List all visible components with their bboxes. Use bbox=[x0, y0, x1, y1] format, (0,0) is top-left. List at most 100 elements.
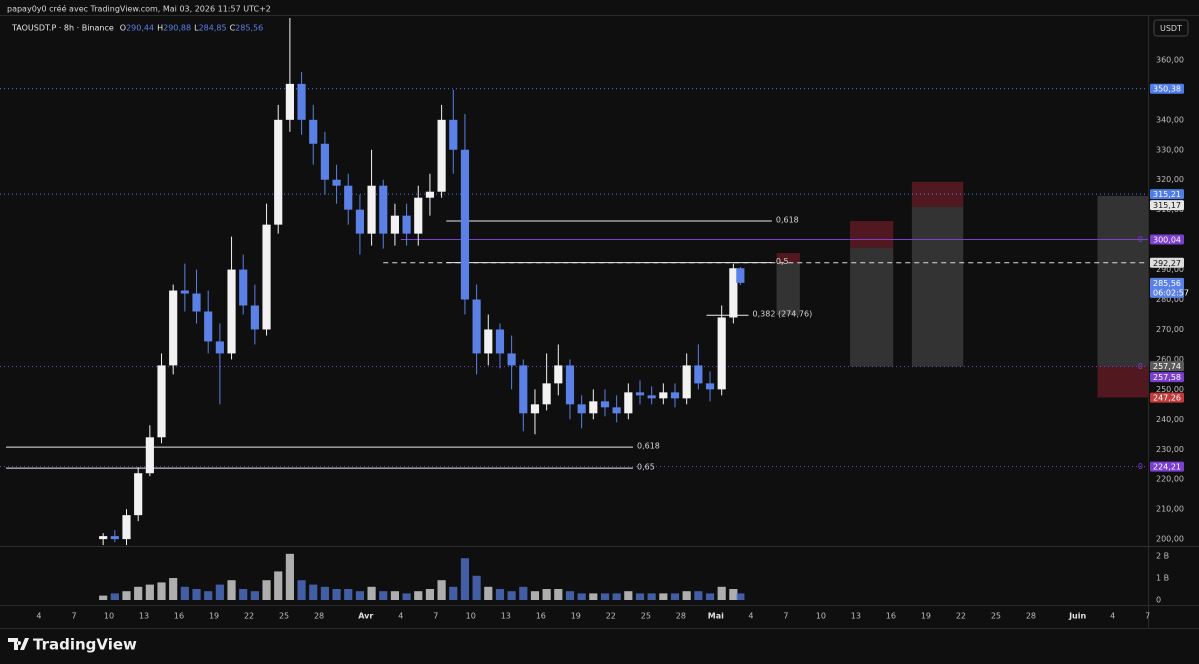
brand-name: TradingView bbox=[33, 636, 137, 654]
candle-body bbox=[694, 365, 703, 384]
volume-bar bbox=[612, 593, 621, 600]
x-tick-label: Avr bbox=[358, 612, 373, 621]
candle-body bbox=[169, 290, 178, 366]
y-tick-label: 340,00 bbox=[1156, 115, 1184, 124]
candle-body bbox=[589, 401, 598, 414]
candle-body bbox=[332, 179, 341, 186]
candle-body bbox=[122, 515, 131, 540]
candle-body bbox=[577, 404, 586, 414]
volume-bar bbox=[460, 558, 470, 600]
y-tick-label: 360,00 bbox=[1156, 55, 1184, 64]
x-tick-label: 25 bbox=[641, 612, 651, 621]
volume-bar bbox=[145, 584, 154, 600]
y-tick-label: 220,00 bbox=[1156, 475, 1184, 484]
volume-bar bbox=[565, 591, 575, 600]
price-label: 292,27 bbox=[1153, 259, 1181, 268]
x-tick-label: 28 bbox=[676, 612, 686, 621]
legend-key: H bbox=[157, 24, 163, 33]
price-label-box bbox=[1150, 83, 1184, 94]
volume-tick-label: 2 B bbox=[1156, 552, 1169, 561]
y-tick-label: 210,00 bbox=[1156, 505, 1184, 514]
volume-bar bbox=[484, 586, 493, 600]
x-tick-label: Juin bbox=[1068, 612, 1086, 621]
volume-bar bbox=[449, 586, 458, 600]
volume-tick-label: 1 B bbox=[1156, 574, 1169, 583]
x-tick-label: 16 bbox=[536, 612, 546, 621]
candle-body bbox=[530, 404, 540, 414]
volume-bar bbox=[414, 591, 423, 600]
currency-button-label[interactable]: USDT bbox=[1160, 24, 1182, 33]
volume-bar bbox=[215, 584, 224, 600]
x-tick-label: Mai bbox=[708, 612, 724, 621]
volume-bar bbox=[227, 580, 236, 600]
volume-bar bbox=[320, 586, 329, 600]
y-tick-label: 260,00 bbox=[1156, 355, 1184, 364]
candle-body bbox=[99, 536, 108, 540]
candle-body bbox=[484, 329, 493, 354]
volume-bar bbox=[297, 580, 306, 600]
fib-label: 0,5 bbox=[776, 257, 789, 266]
candle-body bbox=[554, 365, 563, 384]
volume-bar bbox=[309, 584, 318, 600]
y-tick-label: 330,00 bbox=[1156, 145, 1184, 154]
y-tick-label: 250,00 bbox=[1156, 385, 1184, 394]
volume-bar bbox=[344, 589, 353, 600]
y-tick-label: 290,00 bbox=[1156, 265, 1184, 274]
volume-bar bbox=[635, 593, 645, 600]
candle-body bbox=[705, 383, 715, 390]
price-label-box bbox=[1150, 200, 1184, 211]
candle-body bbox=[659, 392, 668, 399]
position-target bbox=[776, 262, 800, 316]
volume-bar bbox=[542, 589, 551, 600]
position-risk bbox=[850, 221, 894, 248]
volume-tick-label: 0 bbox=[1156, 596, 1161, 605]
price-label: 350,38 bbox=[1153, 85, 1181, 94]
volume-bar bbox=[262, 580, 271, 600]
x-tick-label: 10 bbox=[816, 612, 826, 621]
x-tick-label: 16 bbox=[174, 612, 184, 621]
volume-bar bbox=[507, 591, 516, 600]
price-pane bbox=[0, 17, 1148, 546]
volume-bar bbox=[355, 591, 364, 600]
x-tick-label: 28 bbox=[1026, 612, 1036, 621]
candle-body bbox=[495, 329, 505, 354]
price-label-box bbox=[1150, 392, 1184, 403]
volume-bar bbox=[332, 589, 341, 600]
candle-body bbox=[215, 341, 224, 354]
price-label: 224,21 bbox=[1153, 463, 1181, 472]
fib-label: 0,382 (274,76) bbox=[753, 310, 813, 319]
currency-button[interactable] bbox=[1153, 19, 1189, 37]
volume-bar bbox=[495, 589, 505, 600]
price-label: 285,56 bbox=[1153, 279, 1181, 288]
price-label-box bbox=[1150, 234, 1184, 245]
candle-body bbox=[379, 185, 388, 234]
volume-bar bbox=[180, 586, 189, 600]
position-target bbox=[1097, 195, 1148, 367]
line-tag: 0 bbox=[1138, 462, 1143, 471]
y-tick-label: 280,00 bbox=[1156, 295, 1184, 304]
x-tick-label: 16 bbox=[886, 612, 896, 621]
y-tick-label: 240,00 bbox=[1156, 415, 1184, 424]
price-label-box bbox=[1150, 361, 1184, 372]
candle-body bbox=[157, 365, 166, 438]
volume-bar bbox=[589, 593, 598, 600]
candle-body bbox=[402, 215, 411, 234]
candle-body bbox=[635, 392, 645, 396]
x-tick-label: 4 bbox=[1110, 612, 1115, 621]
x-tick-label: 13 bbox=[851, 612, 861, 621]
position-target bbox=[850, 247, 894, 367]
candle-body bbox=[227, 269, 236, 354]
volume-bar bbox=[682, 591, 691, 600]
price-label-box bbox=[1150, 372, 1184, 383]
x-tick-label: 22 bbox=[606, 612, 616, 621]
position-risk bbox=[911, 181, 964, 207]
candle-body bbox=[519, 365, 528, 414]
legend-key: C bbox=[230, 24, 236, 33]
volume-bar bbox=[705, 593, 715, 600]
volume-bar bbox=[647, 593, 656, 600]
candle-body bbox=[262, 224, 271, 330]
x-tick-label: 7 bbox=[433, 612, 438, 621]
candle-body bbox=[425, 191, 435, 198]
